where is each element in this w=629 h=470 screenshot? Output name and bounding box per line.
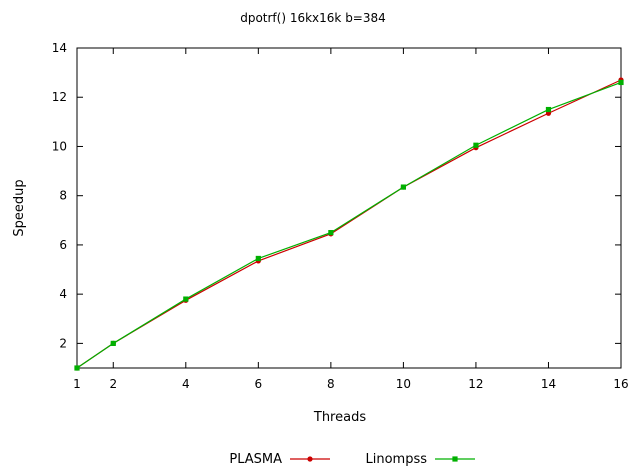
y-tick-label: 12: [52, 90, 67, 104]
x-axis-label: Threads: [313, 410, 366, 425]
x-tick-label: 14: [541, 377, 556, 391]
y-tick-label: 10: [52, 139, 67, 153]
legend-label-plasma: PLASMA: [229, 452, 282, 467]
y-axis: 2 4 6 8 10 12 14: [52, 41, 621, 350]
data-point-linompss: [400, 184, 406, 190]
series-layer: [74, 77, 624, 371]
data-point-linompss: [255, 255, 261, 262]
y-tick-label: 2: [59, 336, 67, 350]
plot-frame: [76, 47, 622, 369]
legend-marker-plasma: [307, 456, 313, 462]
x-tick-label: 2: [109, 377, 117, 391]
data-point-linompss: [183, 296, 189, 302]
x-axis: 1 2 4 6 8 10 12 14 16: [73, 48, 629, 391]
data-point-linompss: [328, 230, 334, 236]
data-point-linompss: [618, 79, 624, 86]
data-point-linompss: [473, 142, 479, 148]
legend-label-linompss: Linompss: [365, 452, 427, 467]
y-axis-label: Speedup: [12, 179, 27, 236]
x-tick-label: 8: [327, 377, 335, 391]
x-tick-label: 16: [613, 377, 628, 391]
y-tick-label: 6: [59, 238, 67, 252]
x-tick-label: 10: [396, 377, 411, 391]
data-point-linompss: [545, 106, 552, 113]
chart-title: dpotrf() 16kx16k b=384: [240, 11, 386, 25]
series-line-plasma: [76, 79, 622, 369]
data-point-linompss: [74, 365, 80, 371]
x-tick-label: 4: [182, 377, 190, 391]
y-tick-label: 8: [59, 189, 67, 203]
y-tick-label: 4: [59, 287, 67, 301]
series-line-linompss: [76, 81, 622, 369]
legend-marker-linompss: [452, 456, 458, 462]
x-tick-label: 6: [255, 377, 263, 391]
x-tick-label: 1: [73, 377, 81, 391]
y-tick-label: 14: [52, 41, 67, 55]
x-tick-label: 12: [468, 377, 483, 391]
legend: PLASMA Linompss: [229, 452, 475, 467]
data-point-linompss: [110, 340, 116, 346]
